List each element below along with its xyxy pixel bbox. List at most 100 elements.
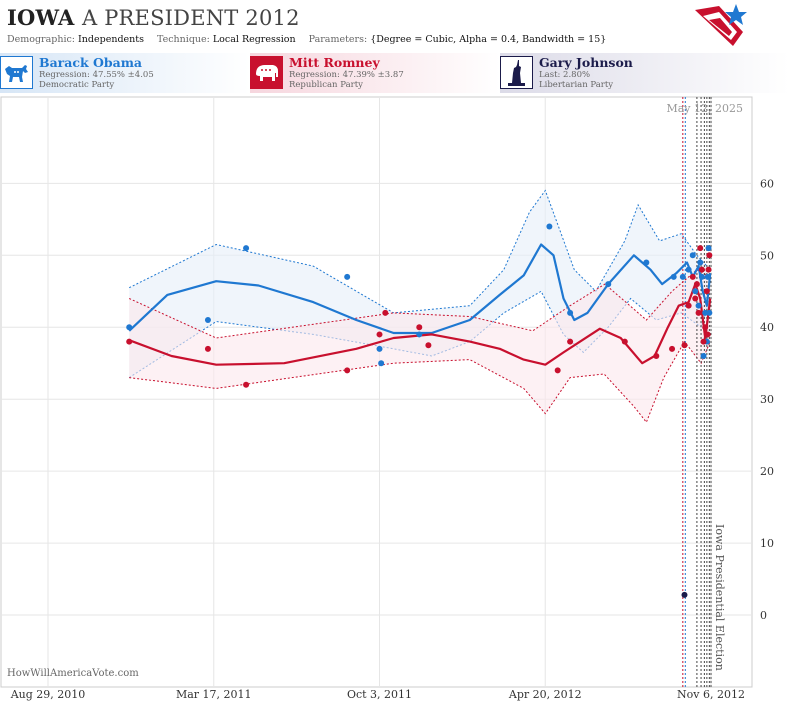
y-axis-labels: 0 10 20 30 40 50 60	[760, 177, 774, 622]
technique-label: Technique:	[157, 34, 210, 45]
x-axis-labels: Aug 29, 2010 Mar 17, 2011 Oct 3, 2011 Apr 2…	[10, 688, 745, 701]
statue-of-liberty-icon	[500, 56, 533, 89]
poll-point-romney	[704, 331, 711, 338]
y-tick-label: 20	[760, 465, 774, 478]
legend-stat: Regression: 47.39% ±3.87	[289, 70, 404, 80]
poll-point-obama	[705, 245, 712, 252]
demographic-value: Independents	[78, 34, 144, 45]
poll-point-romney	[376, 331, 383, 338]
legend-party: Democratic Party	[39, 80, 115, 90]
poll-point-obama	[378, 360, 385, 367]
poll-point-obama	[344, 273, 351, 280]
trend-line-obama	[128, 243, 712, 335]
band-romney	[129, 269, 711, 423]
lower-bound-romney	[129, 340, 711, 424]
poll-point-romney	[621, 338, 628, 345]
parameters-line: Demographic: Independents Technique: Loc…	[7, 34, 616, 45]
plot-frame	[0, 96, 753, 688]
poll-point-obama	[692, 288, 699, 295]
event-lines	[682, 97, 712, 687]
poll-point-obama	[546, 223, 553, 230]
poll-point-obama	[376, 345, 383, 352]
legend-item-obama[interactable]: Barack Obama Regression: 47.55% ±4.05 De…	[0, 53, 250, 93]
poll-point-obama	[697, 259, 704, 266]
elephant-icon	[250, 56, 283, 89]
poll-points	[126, 223, 713, 598]
donkey-icon	[0, 56, 33, 89]
poll-point-romney	[689, 273, 696, 280]
poll-point-romney	[554, 367, 561, 374]
legend-party: Republican Party	[289, 80, 363, 90]
poll-point-romney	[425, 342, 432, 349]
x-tick-label: Mar 17, 2011	[176, 688, 252, 701]
parameters-value: {Degree = Cubic, Alpha = 0.4, Bandwidth …	[370, 34, 607, 45]
poll-point-romney	[700, 338, 707, 345]
poll-point-johnson	[681, 591, 688, 598]
poll-point-obama	[670, 273, 677, 280]
y-tick-label: 60	[760, 177, 774, 190]
title-state: IOWA	[7, 5, 75, 30]
poll-point-obama	[706, 309, 713, 316]
site-logo-icon	[695, 4, 747, 46]
poll-point-obama	[700, 353, 707, 360]
poll-point-romney	[382, 309, 389, 316]
y-tick-label: 50	[760, 249, 774, 262]
poll-point-obama	[704, 273, 711, 280]
site-credit: HowWillAmericaVote.com	[7, 668, 139, 679]
demographic-label: Demographic:	[7, 34, 76, 45]
page-title: IOWA A PRESIDENT 2012	[7, 5, 300, 30]
legend-name: Gary Johnson	[539, 55, 633, 70]
poll-chart: 0 10 20 30 40 50 60 Aug 29, 2010 Mar 17, 2011 Oc…	[0, 96, 774, 701]
date-label: May 12, 2025	[666, 102, 743, 115]
poll-point-romney	[653, 353, 660, 360]
event-label: Iowa Presidential Election	[713, 524, 726, 671]
poll-point-romney	[681, 342, 688, 349]
poll-point-obama	[605, 281, 612, 288]
poll-point-obama	[416, 331, 423, 338]
poll-point-romney	[685, 302, 692, 309]
poll-point-obama	[567, 309, 574, 316]
poll-point-obama	[679, 273, 686, 280]
poll-point-obama	[643, 259, 650, 266]
poll-point-romney	[693, 281, 700, 288]
poll-point-obama	[204, 317, 211, 324]
legend-stat: Regression: 47.55% ±4.05	[39, 70, 154, 80]
poll-point-romney	[695, 309, 702, 316]
x-tick-label: Apr 20, 2012	[508, 688, 582, 701]
poll-point-romney	[243, 381, 250, 388]
candidate-legend: Barack Obama Regression: 47.55% ±4.05 De…	[0, 53, 789, 94]
poll-point-romney	[344, 367, 351, 374]
header: IOWA A PRESIDENT 2012 Demographic: Indep…	[0, 0, 789, 52]
technique-value: Local Regression	[212, 34, 296, 45]
legend-name: Barack Obama	[39, 55, 143, 70]
poll-point-obama	[689, 252, 696, 259]
confidence-bands	[128, 189, 711, 424]
y-tick-label: 0	[760, 609, 767, 622]
title-race: A PRESIDENT 2012	[81, 6, 300, 30]
poll-point-romney	[126, 338, 133, 345]
poll-point-romney	[697, 245, 704, 252]
poll-point-romney	[703, 288, 710, 295]
y-tick-label: 10	[760, 537, 774, 550]
poll-point-romney	[706, 252, 713, 259]
poll-point-romney	[669, 345, 676, 352]
poll-point-romney	[705, 266, 712, 273]
poll-point-obama	[685, 266, 692, 273]
legend-stat: Last: 2.80%	[539, 70, 591, 80]
poll-point-obama	[698, 273, 705, 280]
parameters-label: Parameters:	[308, 34, 368, 45]
legend-item-johnson[interactable]: Gary Johnson Last: 2.80% Libertarian Par…	[500, 53, 789, 93]
legend-party: Libertarian Party	[539, 80, 614, 90]
x-tick-label: Nov 6, 2012	[677, 688, 745, 701]
poll-point-romney	[204, 345, 211, 352]
poll-point-romney	[702, 324, 709, 331]
poll-point-romney	[698, 266, 705, 273]
y-tick-label: 30	[760, 393, 774, 406]
poll-point-romney	[416, 324, 423, 331]
poll-point-romney	[692, 295, 699, 302]
legend-item-romney[interactable]: Mitt Romney Regression: 47.39% ±3.87 Rep…	[250, 53, 500, 93]
poll-point-obama	[702, 309, 709, 316]
legend-name: Mitt Romney	[289, 55, 380, 70]
x-tick-label: Aug 29, 2010	[10, 688, 86, 701]
poll-point-obama	[126, 324, 133, 331]
